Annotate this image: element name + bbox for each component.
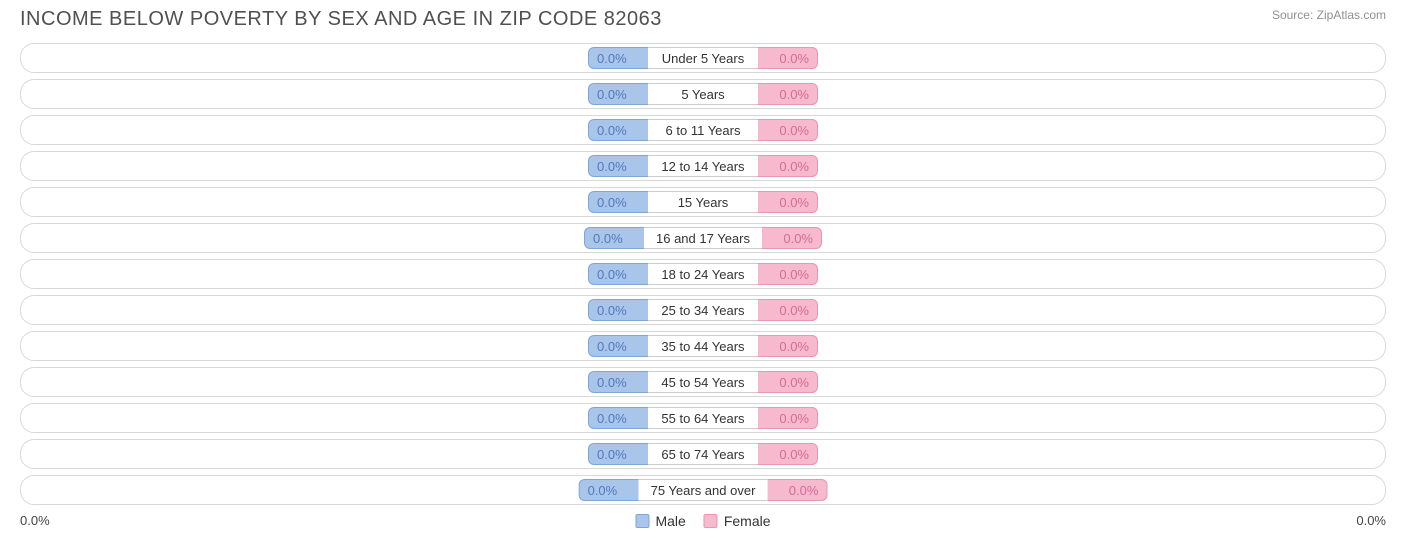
category-label: 15 Years — [648, 191, 758, 213]
female-value-chip: 0.0% — [758, 119, 818, 141]
male-value-chip: 0.0% — [588, 119, 648, 141]
female-value-chip: 0.0% — [762, 227, 822, 249]
chart-row: 0.0%18 to 24 Years0.0% — [20, 259, 1386, 289]
female-value-chip: 0.0% — [758, 335, 818, 357]
legend-male-label: Male — [655, 513, 685, 529]
female-swatch-icon — [704, 514, 718, 528]
female-value-chip: 0.0% — [758, 83, 818, 105]
chart-row: 0.0%Under 5 Years0.0% — [20, 43, 1386, 73]
chart-title: INCOME BELOW POVERTY BY SEX AND AGE IN Z… — [20, 8, 662, 31]
chart-row: 0.0%16 and 17 Years0.0% — [20, 223, 1386, 253]
male-value-chip: 0.0% — [588, 83, 648, 105]
row-center: 0.0%Under 5 Years0.0% — [588, 47, 818, 69]
category-label: 5 Years — [648, 83, 758, 105]
category-label: 65 to 74 Years — [648, 443, 758, 465]
axis-row: 0.0% Male Female 0.0% — [0, 511, 1406, 528]
source-attribution: Source: ZipAtlas.com — [1272, 8, 1386, 22]
category-label: 35 to 44 Years — [648, 335, 758, 357]
row-center: 0.0%45 to 54 Years0.0% — [588, 371, 818, 393]
female-value-chip: 0.0% — [758, 371, 818, 393]
male-value-chip: 0.0% — [584, 227, 644, 249]
male-value-chip: 0.0% — [588, 47, 648, 69]
row-center: 0.0%5 Years0.0% — [588, 83, 818, 105]
category-label: 75 Years and over — [639, 479, 768, 501]
row-center: 0.0%18 to 24 Years0.0% — [588, 263, 818, 285]
legend: Male Female — [635, 513, 770, 529]
chart-row: 0.0%15 Years0.0% — [20, 187, 1386, 217]
male-value-chip: 0.0% — [588, 299, 648, 321]
chart-row: 0.0%75 Years and over0.0% — [20, 475, 1386, 505]
female-value-chip: 0.0% — [758, 443, 818, 465]
row-center: 0.0%35 to 44 Years0.0% — [588, 335, 818, 357]
category-label: 55 to 64 Years — [648, 407, 758, 429]
category-label: 45 to 54 Years — [648, 371, 758, 393]
chart-row: 0.0%12 to 14 Years0.0% — [20, 151, 1386, 181]
female-value-chip: 0.0% — [758, 407, 818, 429]
male-value-chip: 0.0% — [588, 263, 648, 285]
axis-right-label: 0.0% — [1356, 513, 1386, 528]
female-value-chip: 0.0% — [767, 479, 827, 501]
row-center: 0.0%65 to 74 Years0.0% — [588, 443, 818, 465]
row-center: 0.0%55 to 64 Years0.0% — [588, 407, 818, 429]
male-value-chip: 0.0% — [588, 155, 648, 177]
legend-item-male: Male — [635, 513, 685, 529]
category-label: 25 to 34 Years — [648, 299, 758, 321]
male-value-chip: 0.0% — [588, 371, 648, 393]
male-value-chip: 0.0% — [588, 335, 648, 357]
chart-row: 0.0%25 to 34 Years0.0% — [20, 295, 1386, 325]
female-value-chip: 0.0% — [758, 299, 818, 321]
female-value-chip: 0.0% — [758, 155, 818, 177]
female-value-chip: 0.0% — [758, 191, 818, 213]
male-value-chip: 0.0% — [588, 407, 648, 429]
female-value-chip: 0.0% — [758, 263, 818, 285]
male-value-chip: 0.0% — [579, 479, 639, 501]
axis-left-label: 0.0% — [20, 513, 50, 528]
row-center: 0.0%6 to 11 Years0.0% — [588, 119, 818, 141]
chart-row: 0.0%55 to 64 Years0.0% — [20, 403, 1386, 433]
chart-row: 0.0%6 to 11 Years0.0% — [20, 115, 1386, 145]
legend-item-female: Female — [704, 513, 771, 529]
female-value-chip: 0.0% — [758, 47, 818, 69]
category-label: Under 5 Years — [648, 47, 758, 69]
chart-row: 0.0%65 to 74 Years0.0% — [20, 439, 1386, 469]
header: INCOME BELOW POVERTY BY SEX AND AGE IN Z… — [0, 0, 1406, 35]
row-center: 0.0%16 and 17 Years0.0% — [584, 227, 822, 249]
male-value-chip: 0.0% — [588, 191, 648, 213]
male-swatch-icon — [635, 514, 649, 528]
row-center: 0.0%25 to 34 Years0.0% — [588, 299, 818, 321]
chart-row: 0.0%35 to 44 Years0.0% — [20, 331, 1386, 361]
chart-row: 0.0%5 Years0.0% — [20, 79, 1386, 109]
chart-area: 0.0%Under 5 Years0.0%0.0%5 Years0.0%0.0%… — [0, 35, 1406, 505]
row-center: 0.0%75 Years and over0.0% — [579, 479, 828, 501]
category-label: 16 and 17 Years — [644, 227, 762, 249]
row-center: 0.0%15 Years0.0% — [588, 191, 818, 213]
category-label: 6 to 11 Years — [648, 119, 758, 141]
chart-row: 0.0%45 to 54 Years0.0% — [20, 367, 1386, 397]
row-center: 0.0%12 to 14 Years0.0% — [588, 155, 818, 177]
male-value-chip: 0.0% — [588, 443, 648, 465]
category-label: 12 to 14 Years — [648, 155, 758, 177]
category-label: 18 to 24 Years — [648, 263, 758, 285]
legend-female-label: Female — [724, 513, 771, 529]
